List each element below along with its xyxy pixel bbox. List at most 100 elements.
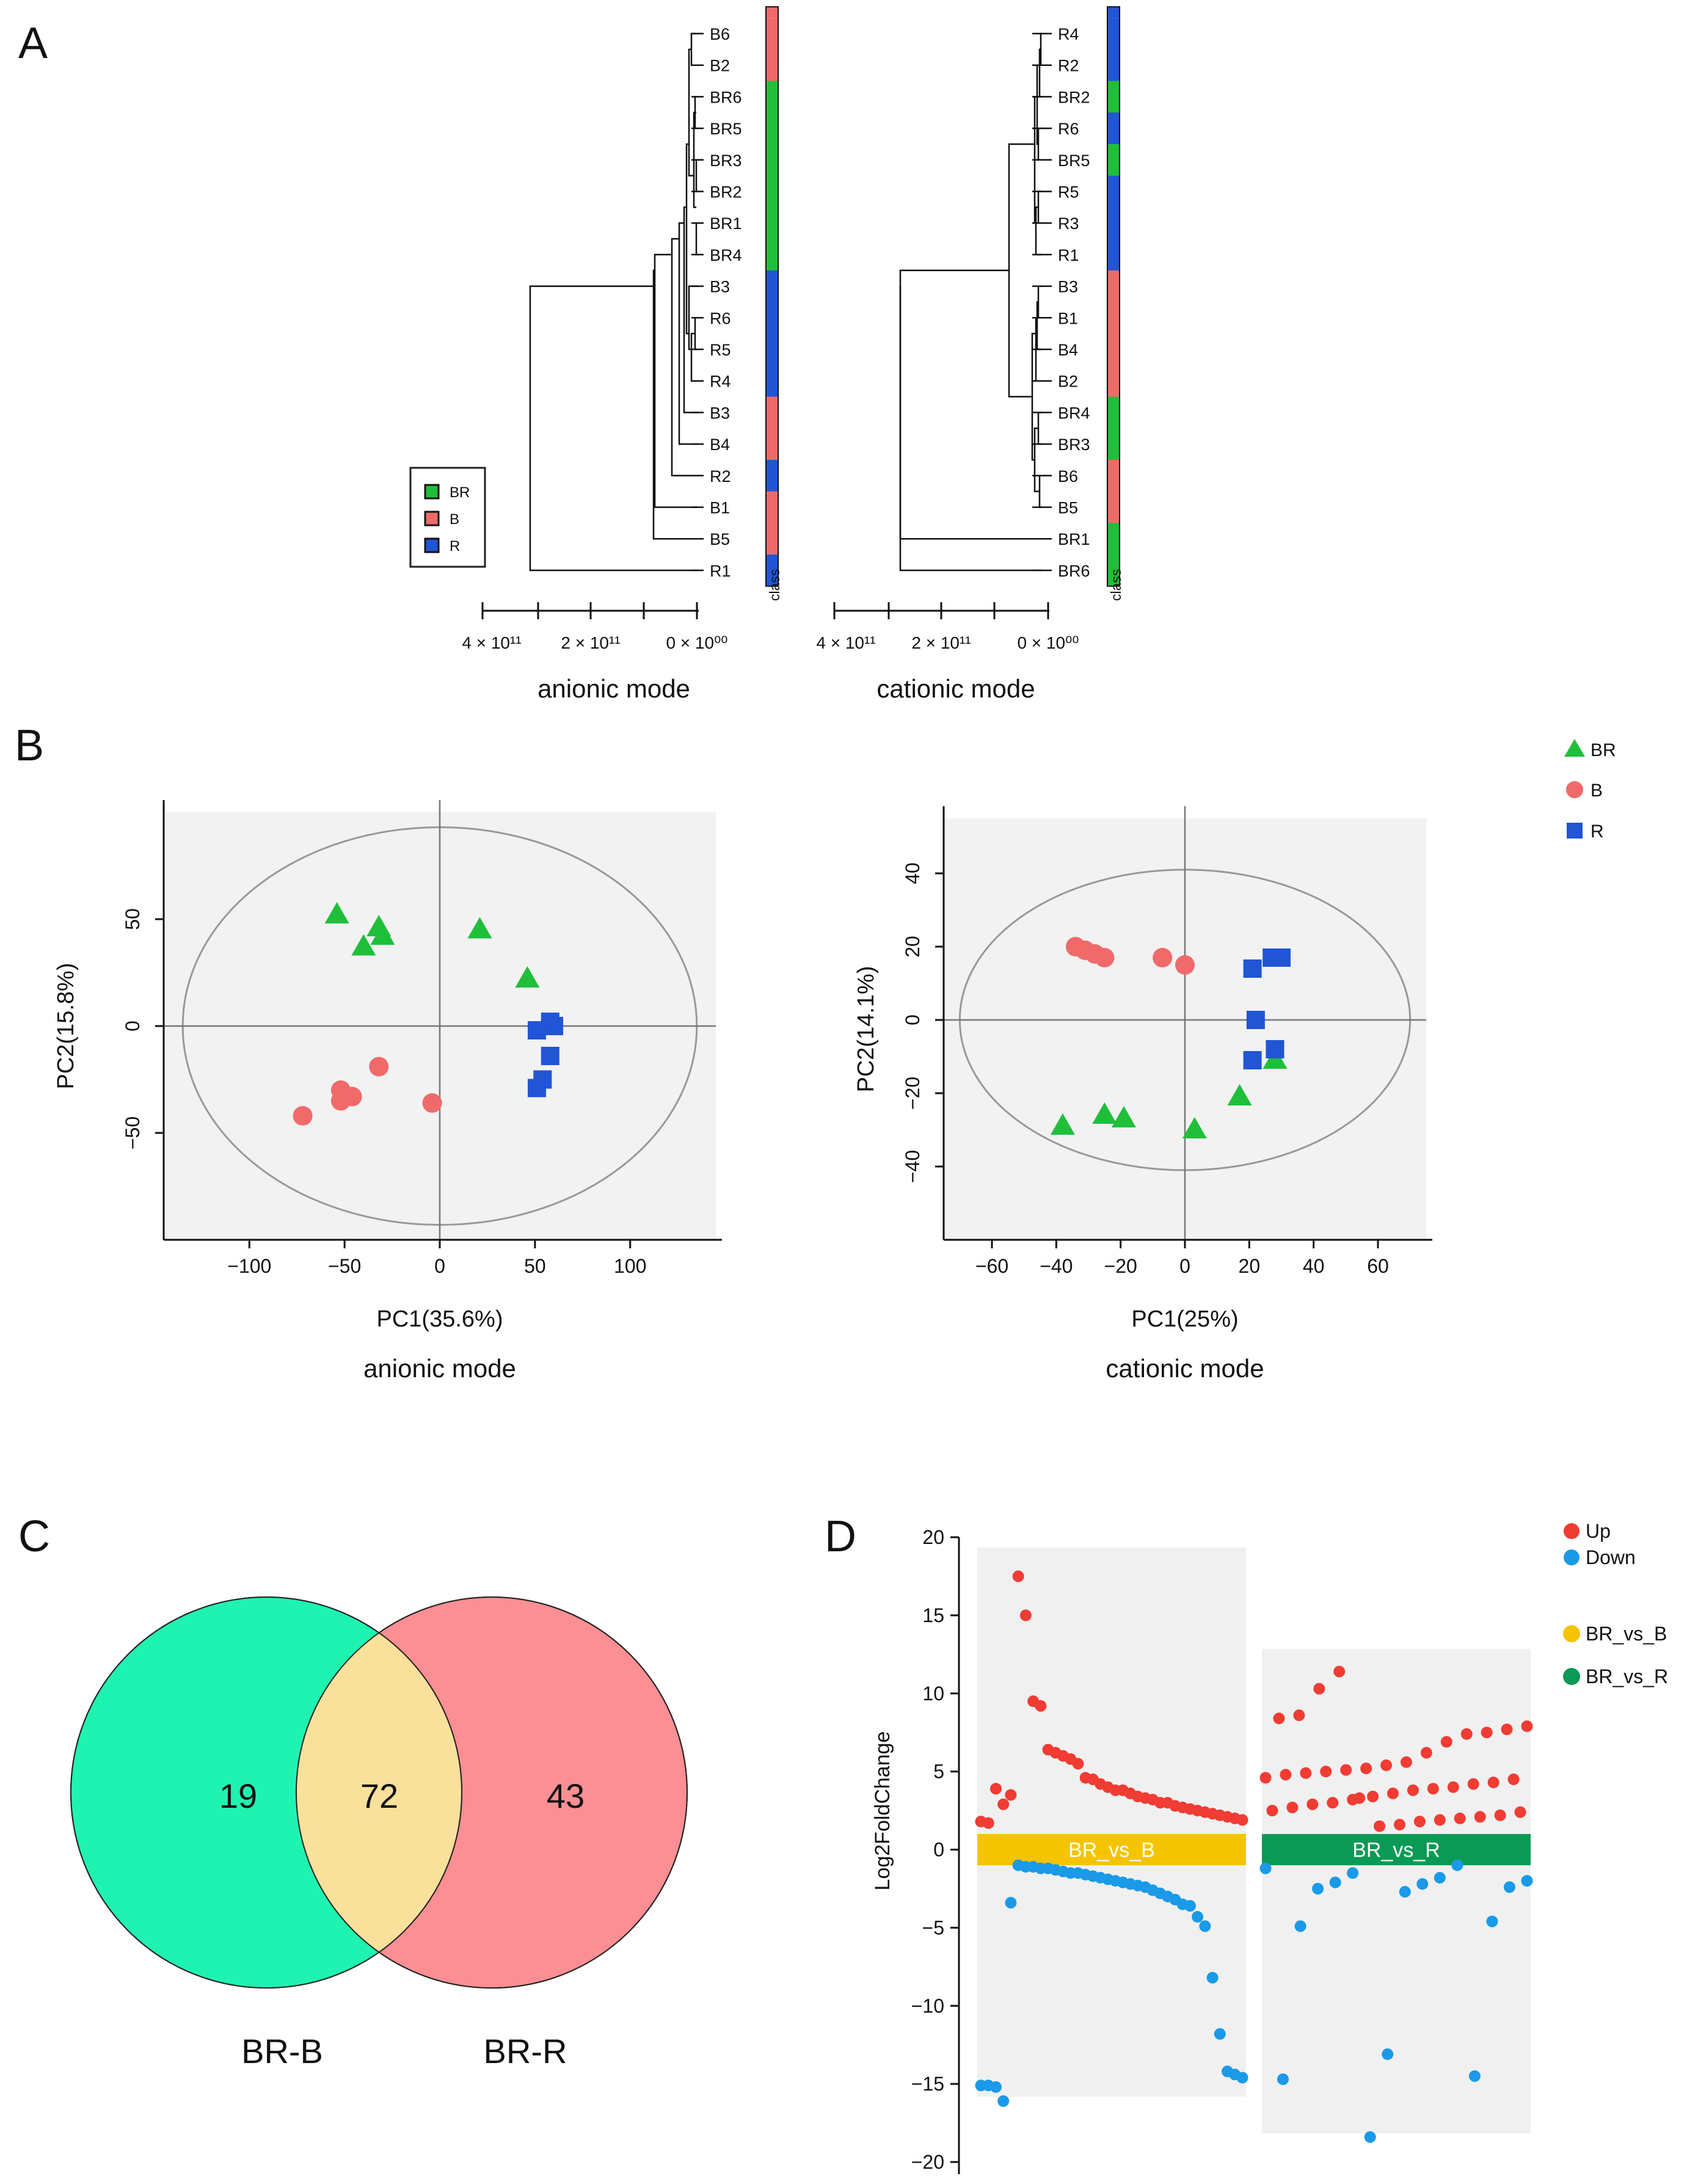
pca-point-square (545, 1017, 563, 1035)
dendro-branch (654, 271, 698, 539)
dendro-x-tick-label: 2 × 10¹¹ (561, 633, 620, 652)
legend-label-br: BR (450, 484, 470, 501)
lfc-legend-br-vs-r-dot (1563, 1668, 1580, 1685)
dendro-branch (691, 34, 696, 65)
dendro-class-cell (1107, 271, 1120, 302)
dendro-leaf-label: B1 (1058, 309, 1078, 327)
dendro-class-cell (766, 112, 778, 144)
dendro-leaf-label: R5 (1058, 183, 1079, 202)
dendrogram-anionic: B6B2BR6BR5BR3BR2BR1BR4B3R6R5R4B3B4R2B1B5… (462, 7, 782, 703)
lfc-group-panel (1262, 1649, 1531, 2133)
lfc-point-up (1468, 1778, 1479, 1790)
lfc-point-up (1354, 1793, 1365, 1804)
lfc-point-up (1461, 1728, 1473, 1740)
pca-x-tick-label: −40 (1040, 1255, 1073, 1277)
dendro-class-cap (1107, 7, 1120, 18)
dendro-class-cell (766, 176, 778, 208)
lfc-point-up (1005, 1789, 1016, 1800)
lfc-point-up (983, 1818, 994, 1829)
pca-x-tick-label: 50 (524, 1255, 546, 1277)
lfc-point-up (1320, 1766, 1332, 1777)
dendro-leaf-label: R4 (710, 373, 731, 391)
lfc-point-up (1474, 1811, 1486, 1822)
lfc-point-down (1237, 2072, 1248, 2083)
dendro-x-tick-label: 4 × 10¹¹ (816, 633, 875, 652)
lfc-y-tick-label: 0 (933, 1839, 944, 1861)
lfc-point-down (1347, 1867, 1358, 1879)
lfc-point-up (1508, 1774, 1520, 1785)
lfc-point-up (1515, 1807, 1526, 1818)
lfc-point-down (1434, 1872, 1446, 1884)
lfc-point-up (1266, 1805, 1278, 1816)
lfc-point-up (1035, 1700, 1046, 1712)
lfc-point-down (1521, 1875, 1533, 1887)
dendro-leaf-label: B5 (710, 530, 730, 548)
dendro-branch (696, 223, 698, 255)
dendrogram-cationic: R4R2BR2R6BR5R5R3R1B3B1B4B2BR4BR3B6B5BR1B… (816, 7, 1124, 703)
pca-y-tick-label: 40 (902, 862, 924, 884)
lfc-point-up (997, 1799, 1009, 1810)
lfc-y-tick-label: −15 (911, 2073, 944, 2095)
dendro-leaf-label: R1 (710, 562, 731, 580)
pca-point-circle (343, 1087, 362, 1107)
dendro-leaf-label: B3 (1058, 278, 1078, 296)
lfc-point-up (1394, 1819, 1405, 1830)
pca-x-tick-label: 0 (434, 1255, 445, 1277)
dendro-x-tick-label: 2 × 10¹¹ (911, 633, 971, 652)
lfc-point-up (1020, 1609, 1032, 1621)
lfc-point-down (1260, 1863, 1272, 1874)
venn-count-overlap: 72 (360, 1777, 398, 1815)
pca-point-circle (369, 1057, 388, 1077)
dendro-leaf-label: BR3 (1058, 435, 1090, 454)
pca-x-tick-label: −50 (328, 1255, 361, 1277)
lfc-point-up (1286, 1802, 1298, 1813)
pca-y-axis-label: PC2(15.8%) (53, 963, 79, 1090)
lfc-point-up (1380, 1760, 1392, 1771)
lfc-point-up (1434, 1814, 1446, 1825)
pca-title: cationic mode (1106, 1354, 1264, 1383)
dendro-class-cell (766, 365, 778, 397)
dendro-class-cell (766, 81, 778, 113)
lfc-point-up (1360, 1763, 1372, 1774)
lfc-point-down (1399, 1886, 1411, 1898)
lfc-y-tick-label: 5 (933, 1761, 944, 1783)
pca-point-circle (293, 1106, 313, 1126)
dendro-class-cell (1107, 428, 1120, 460)
lfc-point-up (1495, 1810, 1506, 1821)
dendro-leaf-label: B2 (1058, 373, 1078, 391)
pca-point-square (541, 1047, 559, 1065)
dendro-title: cationic mode (876, 674, 1035, 703)
dendrogram-legend: BR B R (410, 468, 485, 567)
pca-y-tick-label: 0 (122, 1021, 144, 1032)
dendro-branch (695, 318, 698, 349)
dendro-class-cell (766, 239, 778, 271)
dendro-leaf-label: B6 (710, 25, 730, 43)
dendro-leaf-label: BR4 (710, 246, 742, 264)
legend-swatch-br (425, 485, 439, 498)
pca-cationic: −60 −40 −20 0 20 40 60 40 20 0 −20 −40 PC1(25%) PC2(1… (853, 739, 1616, 1383)
dendro-class-cell (1107, 302, 1120, 333)
lfc-group-band-label: BR_vs_R (1352, 1839, 1440, 1862)
lfc-legend-up-label: Up (1586, 1520, 1611, 1542)
lfc-point-up (1313, 1683, 1325, 1695)
pca-x-tick-label: −60 (975, 1255, 1008, 1277)
dendro-class-cell (766, 144, 778, 176)
lfc-legend-down-dot (1564, 1549, 1580, 1565)
lfc-point-down (1277, 2073, 1289, 2085)
lfc-point-up (1374, 1821, 1385, 1832)
pca-x-tick-label: 20 (1239, 1255, 1261, 1277)
pca-point-square (1266, 1040, 1284, 1058)
legend-frame (410, 468, 485, 567)
dendro-x-tick-label: 0 × 10⁰⁰ (666, 633, 727, 652)
dendro-class-cell (1107, 49, 1120, 81)
pca-x-tick-label: −100 (227, 1255, 271, 1277)
pca-point-circle (1095, 948, 1114, 967)
lfc-legend-down-label: Down (1586, 1546, 1636, 1568)
dendro-leaf-label: B2 (710, 57, 730, 75)
dendro-leaf-label: R4 (1058, 25, 1079, 43)
lfc-point-up (1340, 1764, 1352, 1776)
pca-point-circle (1153, 948, 1172, 967)
lfc-point-down (1207, 1972, 1219, 1984)
pca-point-circle (1175, 955, 1195, 975)
lfc-point-up (1013, 1570, 1024, 1582)
